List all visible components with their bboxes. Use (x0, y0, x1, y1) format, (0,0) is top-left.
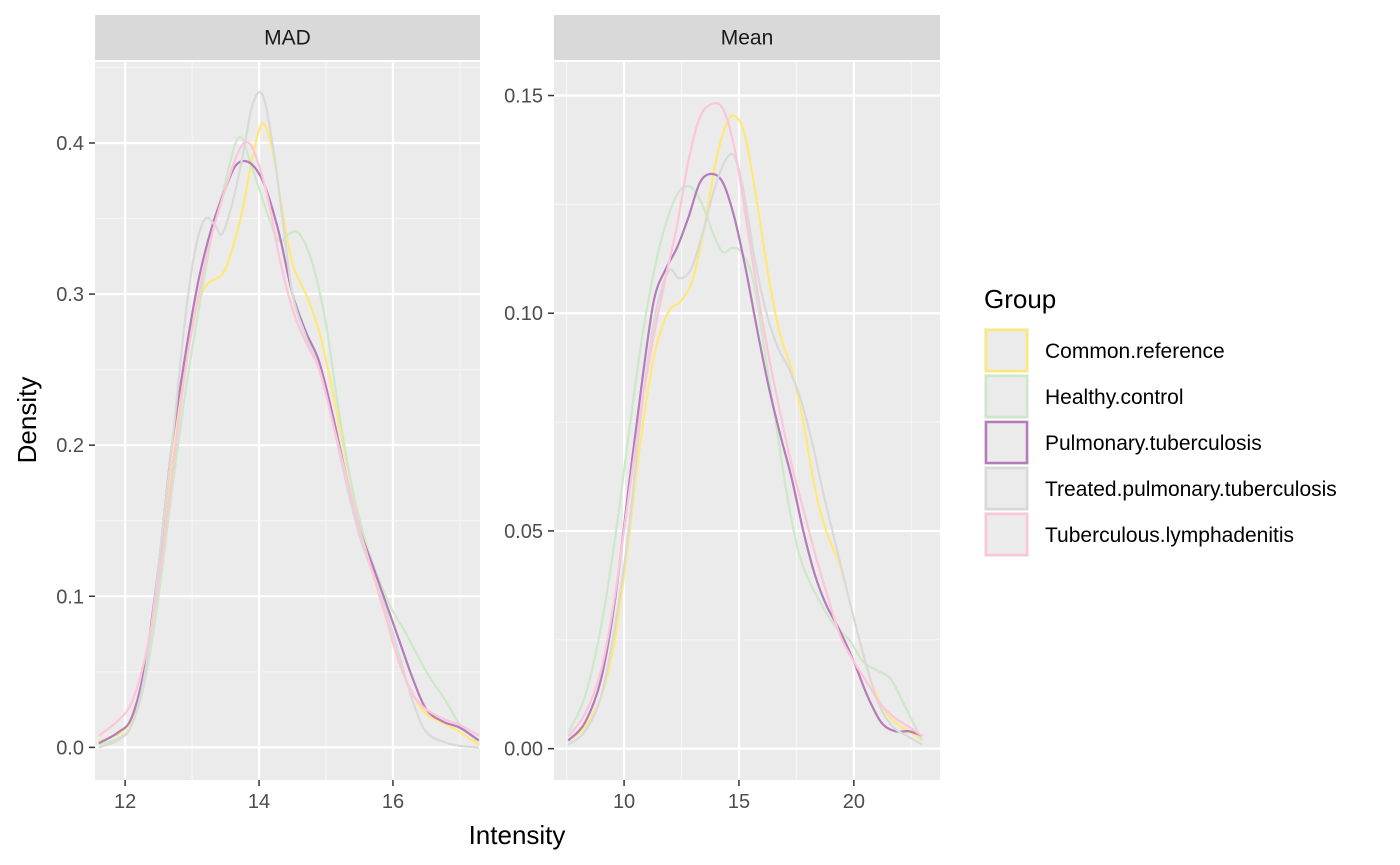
legend-label: Healthy.control (1045, 386, 1184, 409)
panel-background-mad (95, 62, 480, 780)
legend: Group Common.reference Healthy.control Pul… (984, 284, 1337, 557)
density-line-treated-pulmonary-tuberculosis (98, 91, 480, 749)
y-tick-label: 0.3 (56, 284, 84, 306)
legend-item-common-reference: Common.reference (984, 328, 1225, 373)
x-tick-label: 16 (382, 791, 404, 813)
series-lines-mean (567, 101, 923, 746)
y-axis-title: Density (12, 377, 42, 464)
x-tick-label: 14 (248, 791, 270, 813)
facet-mad: MAD 12 14 16 0.0 0.1 0.2 0.3 0.4 (56, 15, 480, 813)
legend-key-swatch (984, 374, 1029, 419)
facets: MAD 12 14 16 0.0 0.1 0.2 0.3 0.4 Mean 10 15 20 0.00 0.… (56, 15, 940, 813)
legend-items: Common.reference Healthy.control Pulmonary… (984, 328, 1337, 557)
y-tick-label: 0.05 (504, 521, 543, 543)
x-tick-label: 20 (843, 791, 865, 813)
facet-mean: Mean 10 15 20 0.00 0.05 0.10 0.15 (504, 15, 940, 813)
x-tick-label: 10 (613, 791, 635, 813)
y-tick-label: 0.00 (504, 739, 543, 761)
legend-label: Treated.pulmonary.tuberculosis (1045, 478, 1337, 501)
facet-strip-mean (554, 15, 940, 60)
legend-label: Tuberculous.lymphadenitis (1045, 524, 1294, 547)
legend-item-tuberculous-lymphadenitis: Tuberculous.lymphadenitis (984, 512, 1294, 557)
legend-item-healthy-control: Healthy.control (984, 374, 1184, 419)
density-line-tuberculous-lymphadenitis (98, 140, 480, 737)
x-tick-label: 12 (114, 791, 136, 813)
legend-label: Common.reference (1045, 340, 1225, 363)
y-tick-label: 0.0 (56, 737, 84, 759)
legend-label: Pulmonary.tuberculosis (1045, 432, 1262, 455)
x-tick-label: 15 (728, 791, 750, 813)
legend-item-treated-pulmonary-tuberculosis: Treated.pulmonary.tuberculosis (984, 466, 1337, 511)
density-line-healthy-control (567, 184, 923, 742)
legend-key-swatch (984, 466, 1029, 511)
legend-key-swatch (984, 512, 1029, 557)
y-tick-label: 0.15 (504, 86, 543, 108)
gridlines-mean (554, 62, 940, 780)
facet-strip-label-mean: Mean (721, 27, 774, 50)
y-tick-label: 0.4 (56, 133, 84, 155)
density-line-treated-pulmonary-tuberculosis (567, 153, 923, 746)
legend-key-swatch (984, 420, 1029, 465)
facet-strip-mad (95, 15, 480, 60)
legend-item-pulmonary-tuberculosis: Pulmonary.tuberculosis (984, 420, 1262, 465)
series-lines-mad (98, 91, 480, 749)
y-tick-label: 0.10 (504, 303, 543, 325)
y-tick-label: 0.1 (56, 586, 84, 608)
y-tick-label: 0.2 (56, 435, 84, 457)
x-axis-title: Intensity (469, 820, 566, 850)
facet-strip-label-mad: MAD (264, 27, 311, 50)
legend-title: Group (984, 284, 1056, 314)
panel-background-mean (554, 62, 940, 780)
legend-key-swatch (984, 328, 1029, 373)
density-line-healthy-control (98, 135, 480, 746)
density-line-tuberculous-lymphadenitis (567, 101, 923, 737)
